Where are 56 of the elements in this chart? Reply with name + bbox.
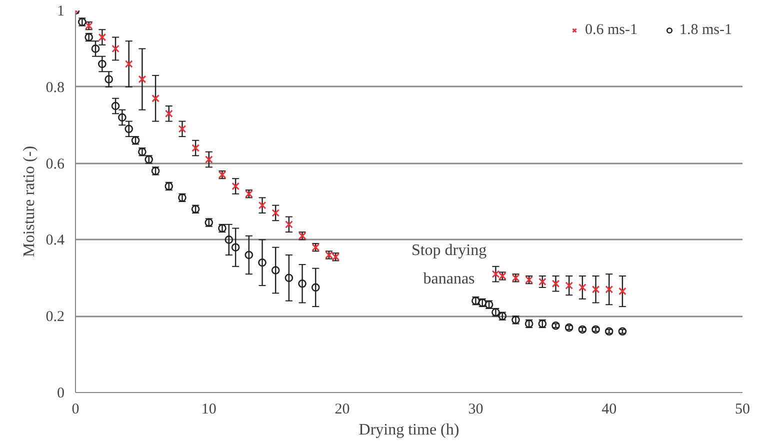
point [605, 285, 614, 294]
legend-label: 1.8 ms-1 [680, 22, 732, 38]
point [578, 284, 586, 292]
point [564, 323, 574, 332]
x-axis-title: Drying time (h) [358, 422, 460, 438]
point [118, 113, 126, 122]
point [178, 124, 186, 133]
point [91, 44, 100, 53]
point [298, 279, 306, 288]
point [244, 250, 254, 260]
x-tick-label: 30 [468, 402, 484, 418]
point [285, 220, 293, 228]
x-tick-label: 0 [72, 402, 80, 418]
y-tick-label: 0 [57, 386, 64, 402]
point [552, 280, 560, 288]
point [592, 285, 600, 294]
point [565, 282, 574, 290]
point [231, 243, 240, 252]
point [538, 278, 546, 286]
point [98, 33, 106, 42]
point [138, 75, 146, 84]
point [604, 327, 614, 336]
y-axis-title: Moisture ratio (-) [20, 146, 38, 258]
y-tick-label: 0.4 [46, 232, 65, 249]
legend-label: 0.6 ms-1 [585, 22, 638, 38]
point [98, 60, 106, 68]
y-tick-label: 0.2 [46, 309, 64, 326]
point [232, 182, 240, 190]
annotation: Stop drying bananas [411, 242, 487, 288]
point [204, 156, 213, 164]
point [112, 44, 120, 53]
point [164, 110, 173, 118]
point [152, 94, 160, 102]
point [272, 209, 280, 217]
y-tick-label: 0.8 [46, 80, 64, 96]
y-tick-label: 1 [57, 4, 64, 20]
point [124, 60, 133, 68]
x-tick-label: 50 [735, 402, 750, 418]
point [618, 327, 627, 336]
point [111, 102, 120, 110]
point [592, 325, 600, 334]
x-tick-label: 40 [602, 402, 617, 418]
x-tick-label: 20 [334, 402, 350, 418]
point [224, 236, 234, 244]
point [192, 144, 200, 152]
point [258, 258, 266, 267]
point [271, 266, 280, 274]
point [578, 325, 587, 334]
point [618, 287, 626, 296]
point [104, 75, 113, 84]
point [258, 201, 266, 210]
point [124, 124, 134, 134]
point [311, 283, 320, 292]
point [284, 274, 294, 282]
x-tick-label: 10 [201, 402, 216, 418]
y-tick-label: 0.6 [46, 156, 65, 172]
